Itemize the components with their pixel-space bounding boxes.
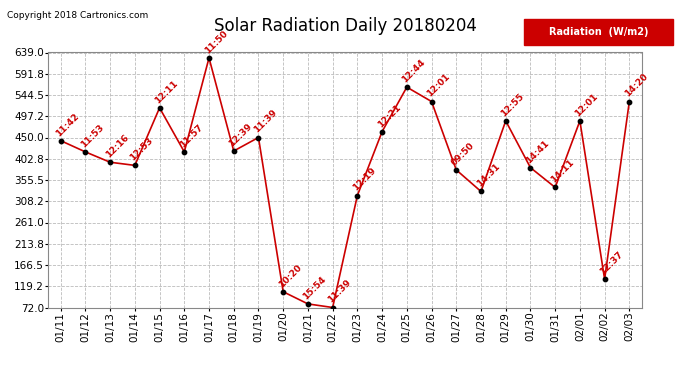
Point — [302, 301, 313, 307]
Point — [574, 118, 585, 124]
Text: 12:19: 12:19 — [351, 166, 377, 193]
Text: 12:44: 12:44 — [400, 58, 427, 84]
Text: 11:42: 11:42 — [55, 111, 81, 138]
Text: 14:11: 14:11 — [549, 158, 575, 185]
Text: 09:50: 09:50 — [450, 141, 476, 167]
Point — [500, 118, 511, 124]
Point — [277, 289, 288, 295]
Point — [475, 189, 486, 195]
Point — [426, 99, 437, 105]
Text: Copyright 2018 Cartronics.com: Copyright 2018 Cartronics.com — [7, 11, 148, 20]
Point — [204, 55, 215, 61]
Point — [253, 135, 264, 141]
Point — [550, 184, 561, 190]
Point — [80, 149, 91, 155]
Text: 11:39: 11:39 — [326, 278, 353, 305]
Point — [352, 192, 363, 198]
Text: 11:57: 11:57 — [178, 123, 205, 149]
Text: 12:21: 12:21 — [376, 102, 402, 129]
Text: 12:37: 12:37 — [598, 250, 625, 276]
Text: 14:20: 14:20 — [623, 72, 649, 99]
Text: Radiation  (W/m2): Radiation (W/m2) — [549, 27, 649, 37]
Point — [327, 304, 338, 310]
Point — [624, 99, 635, 105]
Text: 12:55: 12:55 — [500, 92, 526, 118]
Text: 12:11: 12:11 — [153, 78, 180, 105]
Point — [599, 276, 610, 282]
Text: 12:53: 12:53 — [128, 136, 155, 163]
Point — [402, 84, 413, 90]
Text: 11:50: 11:50 — [203, 28, 229, 55]
Text: 15:54: 15:54 — [302, 274, 328, 301]
Text: 14:31: 14:31 — [475, 162, 502, 189]
Text: 11:53: 11:53 — [79, 123, 106, 149]
Text: Solar Radiation Daily 20180204: Solar Radiation Daily 20180204 — [214, 17, 476, 35]
Text: 12:39: 12:39 — [228, 122, 254, 148]
Point — [129, 162, 140, 168]
Text: 11:39: 11:39 — [252, 108, 279, 135]
Point — [55, 138, 66, 144]
Point — [179, 149, 190, 155]
Point — [154, 105, 165, 111]
Text: 14:41: 14:41 — [524, 138, 551, 165]
Point — [105, 159, 116, 165]
Text: 12:01: 12:01 — [425, 72, 452, 99]
Text: 10:20: 10:20 — [277, 262, 303, 289]
Point — [525, 165, 536, 171]
Point — [228, 148, 239, 154]
Point — [451, 167, 462, 173]
Text: 12:01: 12:01 — [573, 92, 600, 118]
Point — [377, 129, 388, 135]
Text: 12:16: 12:16 — [104, 133, 130, 159]
